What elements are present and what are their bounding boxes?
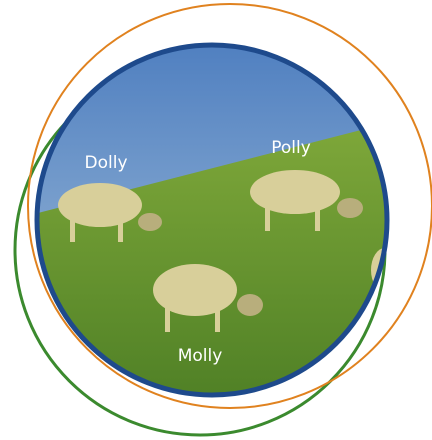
sheep-label: Dolly [85,153,128,173]
scene: Dolly Polly Molly [0,0,432,440]
sheep-label: Molly [178,346,223,366]
sheep-label: Polly [271,138,311,158]
